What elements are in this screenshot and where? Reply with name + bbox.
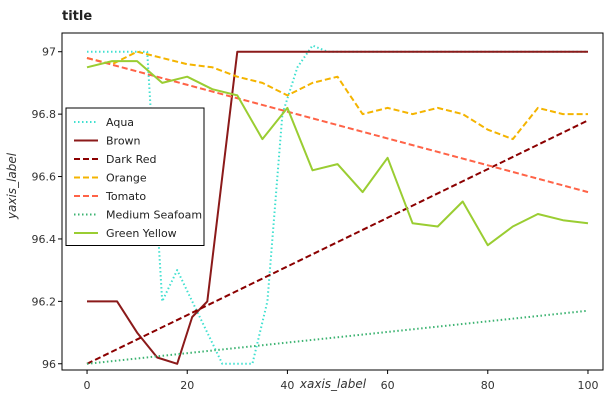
legend-label: Brown xyxy=(106,135,141,148)
series-line-brown xyxy=(87,50,588,365)
chart-title: title xyxy=(62,9,92,24)
y-tick-label: 96.2 xyxy=(32,295,57,308)
x-axis-label: xaxis_label xyxy=(299,377,367,391)
y-tick-label: 96.4 xyxy=(32,233,57,246)
plot-border xyxy=(61,32,604,371)
legend-label: Aqua xyxy=(106,116,134,129)
series-line-orange xyxy=(86,50,588,141)
y-tick-label: 96.8 xyxy=(32,108,57,121)
y-tick-label: 96.6 xyxy=(32,171,57,184)
plot-frame xyxy=(61,32,604,371)
y-tick-label: 97 xyxy=(42,46,56,59)
x-tick-label: 20 xyxy=(180,379,194,392)
y-axis-label: yaxis_label xyxy=(5,152,19,220)
legend-label: Orange xyxy=(106,172,147,185)
series-line-green-yellow xyxy=(86,60,589,247)
series-layer xyxy=(86,44,589,365)
x-tick-label: 80 xyxy=(481,379,495,392)
legend-label: Green Yellow xyxy=(106,227,177,240)
legend-label: Medium Seafoam xyxy=(106,209,202,222)
legend-label: Dark Red xyxy=(106,153,157,166)
legend: Aqua Brown Dark Red Orange Tomato Medium Seaf… xyxy=(65,107,205,246)
y-axis-ticks: 96 96.2 96.4 96.6 96.8 97 xyxy=(32,46,62,371)
x-tick-label: 0 xyxy=(84,379,91,392)
x-axis-ticks: 0 20 40 60 80 100 xyxy=(84,370,598,392)
x-tick-label: 100 xyxy=(577,379,598,392)
x-tick-label: 40 xyxy=(280,379,294,392)
legend-label: Tomato xyxy=(105,190,146,203)
y-tick-label: 96 xyxy=(42,358,56,371)
series-line-dark-red xyxy=(86,119,589,365)
series-line-medium-seafoam xyxy=(86,309,589,365)
x-tick-label: 60 xyxy=(381,379,395,392)
